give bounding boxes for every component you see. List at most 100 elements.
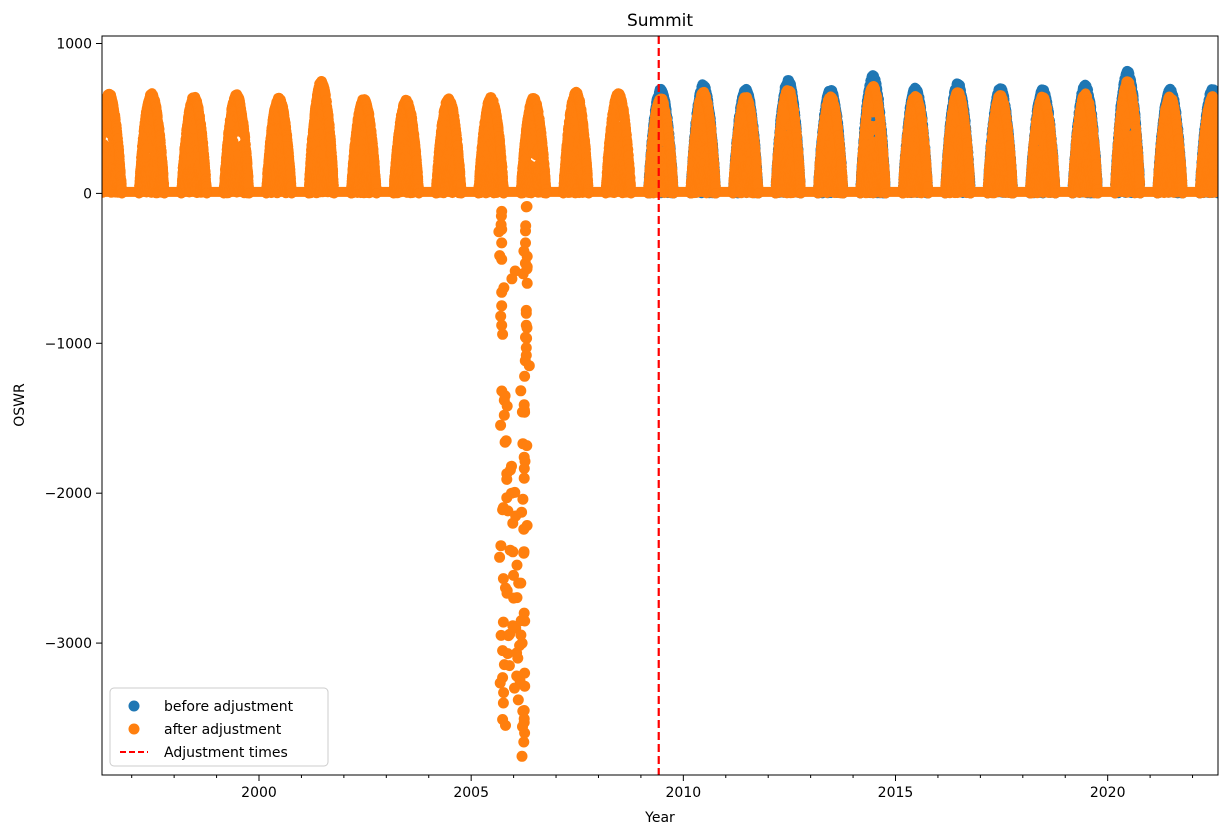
legend-label-before: before adjustment bbox=[164, 699, 294, 715]
y-tick-label: −3000 bbox=[45, 636, 92, 652]
outlier-point bbox=[517, 493, 529, 505]
outlier-point bbox=[512, 694, 524, 706]
outlier-point bbox=[516, 750, 528, 762]
outlier-point bbox=[497, 328, 509, 340]
outlier-point bbox=[497, 502, 509, 514]
outlier-point bbox=[498, 282, 510, 294]
outlier-point bbox=[497, 697, 509, 709]
outlier-point bbox=[495, 310, 507, 322]
outlier-point bbox=[501, 400, 513, 412]
outlier-point bbox=[518, 736, 530, 748]
legend: before adjustment after adjustment Adjus… bbox=[109, 687, 329, 767]
outlier-point bbox=[496, 385, 508, 397]
outlier-point bbox=[518, 607, 530, 619]
after-season-2013 bbox=[812, 91, 849, 199]
after-season-1998 bbox=[176, 91, 212, 199]
outlier-point bbox=[495, 419, 507, 431]
legend-marker-after bbox=[128, 723, 140, 735]
outlier-point bbox=[498, 687, 510, 699]
after-season-2000 bbox=[261, 92, 297, 199]
after-season-2016 bbox=[940, 87, 976, 199]
outlier-point bbox=[496, 319, 508, 331]
outlier-point bbox=[497, 616, 509, 628]
outlier-point bbox=[515, 577, 527, 589]
outlier-point bbox=[518, 404, 530, 416]
chart-title: Summit bbox=[627, 11, 693, 31]
outlier-point bbox=[514, 640, 526, 651]
y-axis: 1000 0 −1000 −2000 −3000 bbox=[45, 36, 102, 652]
outlier-point bbox=[501, 473, 513, 485]
after-season-1999 bbox=[218, 89, 255, 199]
outlier-point bbox=[520, 304, 532, 316]
after-season-2017 bbox=[982, 90, 1019, 199]
y-axis-label: OSWR bbox=[12, 383, 28, 427]
outlier-point bbox=[509, 486, 521, 498]
outlier-point bbox=[519, 667, 531, 679]
outlier-point bbox=[495, 210, 507, 222]
after-season-2012 bbox=[770, 85, 807, 199]
after-adjustment-series bbox=[102, 76, 1218, 762]
x-tick-label: 2005 bbox=[453, 785, 489, 801]
outlier-point bbox=[520, 237, 531, 249]
outlier-point bbox=[516, 506, 528, 518]
outlier-point bbox=[500, 719, 511, 731]
after-season-2020 bbox=[1109, 76, 1146, 199]
outlier-point bbox=[493, 226, 505, 238]
outlier-point bbox=[521, 263, 533, 275]
outlier-point bbox=[518, 463, 530, 474]
after-season-2006 bbox=[515, 93, 552, 199]
after-season-2010 bbox=[685, 86, 722, 199]
legend-label-after: after adjustment bbox=[164, 722, 282, 738]
outlier-point bbox=[519, 370, 531, 382]
outlier-point bbox=[519, 615, 531, 627]
outlier-point bbox=[507, 546, 519, 558]
outlier-point bbox=[523, 360, 535, 372]
outlier-point bbox=[496, 237, 508, 249]
outlier-point bbox=[494, 677, 506, 689]
outlier-point bbox=[496, 300, 508, 312]
after-season-2002 bbox=[346, 94, 382, 199]
y-tick-label: 1000 bbox=[56, 36, 92, 52]
after-season-2003 bbox=[388, 94, 424, 199]
after-season-2008 bbox=[600, 88, 637, 199]
after-season-2005 bbox=[473, 92, 509, 199]
after-season-1996 bbox=[102, 88, 127, 199]
y-tick-label: 0 bbox=[83, 186, 92, 202]
outlier-point bbox=[519, 680, 531, 692]
outlier-point bbox=[515, 629, 527, 641]
outlier-point bbox=[521, 440, 533, 452]
outlier-point bbox=[521, 520, 533, 531]
outlier-point bbox=[520, 349, 532, 361]
after-season-2021 bbox=[1152, 91, 1188, 199]
outlier-point bbox=[521, 322, 533, 334]
x-tick-label: 2010 bbox=[666, 785, 702, 801]
after-season-2022 bbox=[1194, 91, 1218, 199]
x-tick-label: 2015 bbox=[878, 785, 914, 801]
outlier-point bbox=[497, 573, 509, 585]
outlier-point bbox=[507, 620, 519, 632]
outlier-point bbox=[494, 250, 506, 262]
x-axis: 2000 2005 2010 2015 2020 bbox=[131, 775, 1194, 801]
x-axis-label: Year bbox=[644, 810, 675, 826]
y-tick-label: −2000 bbox=[45, 486, 92, 502]
outlier-point bbox=[511, 559, 523, 571]
outlier-point bbox=[520, 220, 532, 232]
outlier-point bbox=[517, 721, 528, 733]
after-season-2004 bbox=[430, 93, 467, 199]
outlier-point bbox=[503, 660, 515, 672]
after-season-2007 bbox=[558, 86, 594, 199]
outlier-point bbox=[508, 569, 519, 581]
negative-outliers bbox=[493, 201, 535, 762]
after-season-1997 bbox=[133, 88, 170, 199]
outlier-point bbox=[495, 540, 507, 552]
x-tick-label: 2020 bbox=[1090, 785, 1126, 801]
outlier-point bbox=[509, 265, 521, 277]
outlier-point bbox=[494, 551, 506, 563]
after-season-2018 bbox=[1024, 91, 1061, 199]
after-season-2014 bbox=[855, 81, 891, 199]
legend-label-adjustment: Adjustment times bbox=[164, 745, 288, 761]
outlier-point bbox=[521, 277, 533, 289]
outlier-point bbox=[518, 245, 530, 257]
outlier-point bbox=[518, 472, 530, 484]
